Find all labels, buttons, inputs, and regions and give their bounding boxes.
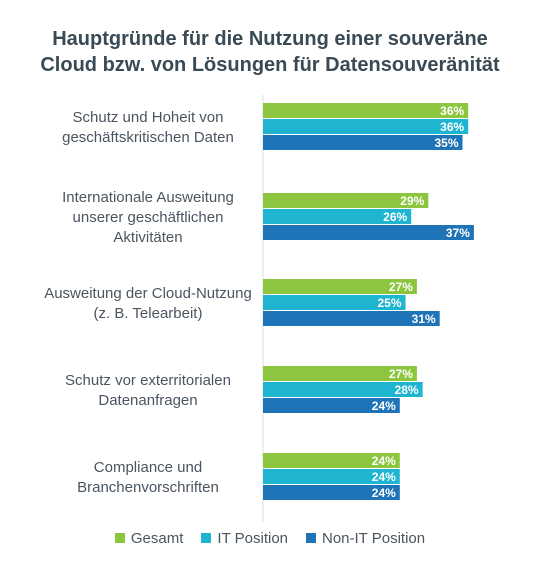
bar-value-label: 27% bbox=[389, 367, 413, 381]
bar-value-label: 24% bbox=[372, 454, 396, 468]
chart-title-line-1: Hauptgründe für die Nutzung einer souver… bbox=[52, 28, 488, 50]
bar-value-label: 28% bbox=[395, 383, 419, 397]
bar-value-label: 35% bbox=[434, 136, 458, 150]
bar-value-label: 31% bbox=[412, 312, 436, 326]
bar-value-label: 24% bbox=[372, 399, 396, 413]
category-label: Ausweitung der Cloud-Nutzung bbox=[44, 285, 252, 302]
category-label: Schutz und Hoheit von bbox=[73, 109, 224, 126]
bar-value-label: 26% bbox=[383, 210, 407, 224]
category-label: Compliance und bbox=[94, 459, 202, 476]
legend-swatch bbox=[114, 533, 125, 543]
chart-legend: Gesamt IT Position Non-IT Position bbox=[0, 530, 540, 547]
bar-gesamt bbox=[263, 193, 429, 208]
bar-non-it-position bbox=[263, 225, 474, 240]
bar-value-label: 25% bbox=[377, 296, 401, 310]
bar-non-it-position bbox=[263, 398, 400, 413]
bar-it-position bbox=[263, 295, 406, 310]
legend-swatch bbox=[201, 533, 212, 543]
bar-value-label: 36% bbox=[440, 120, 464, 134]
bar-it-position bbox=[263, 119, 469, 134]
category-label: Branchenvorschriften bbox=[77, 479, 219, 496]
bar-it-position bbox=[263, 469, 400, 484]
bar-value-label: 37% bbox=[446, 226, 470, 240]
legend-label: Gesamt bbox=[130, 530, 184, 547]
category-label: Aktivitäten bbox=[113, 229, 182, 246]
bar-it-position bbox=[263, 382, 423, 397]
legend-label: IT Position bbox=[217, 530, 288, 547]
bar-gesamt bbox=[263, 103, 469, 118]
bar-gesamt bbox=[263, 279, 417, 294]
category-label: Schutz vor exterritorialen bbox=[65, 372, 231, 389]
legend-item: Gesamt bbox=[114, 530, 184, 547]
category-label: geschäftskritischen Daten bbox=[62, 129, 234, 146]
bar-value-label: 36% bbox=[440, 104, 464, 118]
legend-item: Non-IT Position bbox=[306, 530, 425, 547]
bar-gesamt bbox=[263, 366, 417, 381]
legend-label: Non-IT Position bbox=[322, 530, 426, 547]
category-label: Datenanfragen bbox=[98, 392, 197, 409]
bar-non-it-position bbox=[263, 485, 400, 500]
bar-non-it-position bbox=[263, 311, 440, 326]
bar-value-label: 24% bbox=[372, 486, 396, 500]
category-label: Internationale Ausweitung bbox=[62, 189, 234, 206]
bar-value-label: 27% bbox=[389, 280, 413, 294]
bar-gesamt bbox=[263, 453, 400, 468]
bar-non-it-position bbox=[263, 135, 463, 150]
legend-swatch bbox=[306, 533, 316, 543]
chart-title-line-2: Cloud bzw. von Lösungen für Datensouverä… bbox=[40, 54, 500, 76]
bar-it-position bbox=[263, 209, 412, 224]
chart-title: Hauptgründe für die Nutzung einer souver… bbox=[0, 26, 540, 78]
legend-item: IT Position bbox=[201, 530, 288, 547]
category-label: unserer geschäftlichen bbox=[73, 209, 224, 226]
bar-value-label: 29% bbox=[400, 194, 424, 208]
bar-value-label: 24% bbox=[372, 470, 396, 484]
category-label: (z. B. Telearbeit) bbox=[94, 305, 203, 322]
